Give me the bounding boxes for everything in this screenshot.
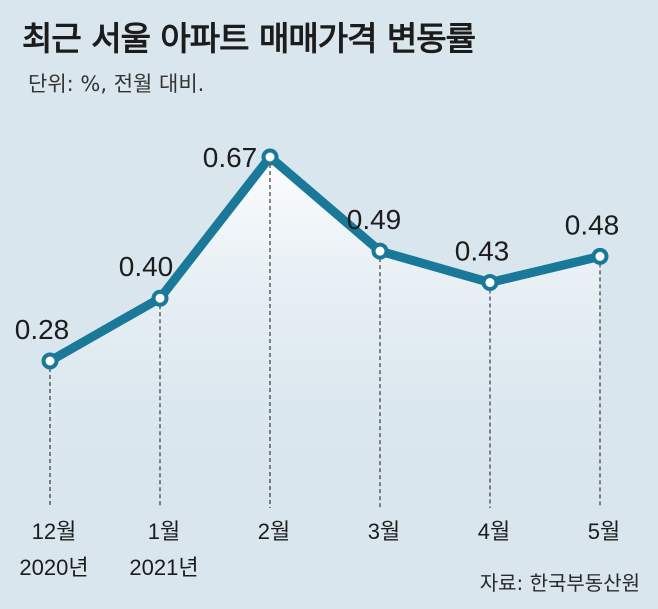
data-point: [151, 289, 169, 307]
data-point: [261, 148, 279, 166]
chart-subtitle: 단위: %, 전월 대비.: [28, 72, 205, 96]
chart-source: 자료: 한국부동산원: [479, 571, 640, 595]
data-point: [41, 352, 59, 370]
x-tick-label: 2021년: [129, 555, 198, 580]
x-tick-label: 2월: [258, 519, 290, 544]
series-line: [45, 152, 605, 366]
x-tick-label: 4월: [478, 519, 510, 544]
x-tick-label: 3월: [368, 519, 400, 544]
data-point: [591, 247, 609, 265]
data-label: 0.43: [455, 236, 510, 267]
x-tick-label: 1월: [148, 519, 180, 544]
x-tick-label: 5월: [588, 519, 620, 544]
chart-title: 최근 서울 아파트 매매가격 변동률: [22, 19, 476, 58]
area-fill: [50, 157, 600, 508]
x-tick-label: 2020년: [19, 555, 88, 580]
data-label: 0.67: [203, 142, 258, 173]
data-label: 0.40: [119, 251, 174, 282]
data-point: [481, 274, 499, 292]
data-label: 0.48: [565, 209, 620, 240]
data-label: 0.49: [347, 204, 402, 235]
x-tick-label: 12월: [32, 519, 77, 544]
data-label: 0.28: [15, 314, 70, 345]
data-point: [371, 242, 389, 260]
